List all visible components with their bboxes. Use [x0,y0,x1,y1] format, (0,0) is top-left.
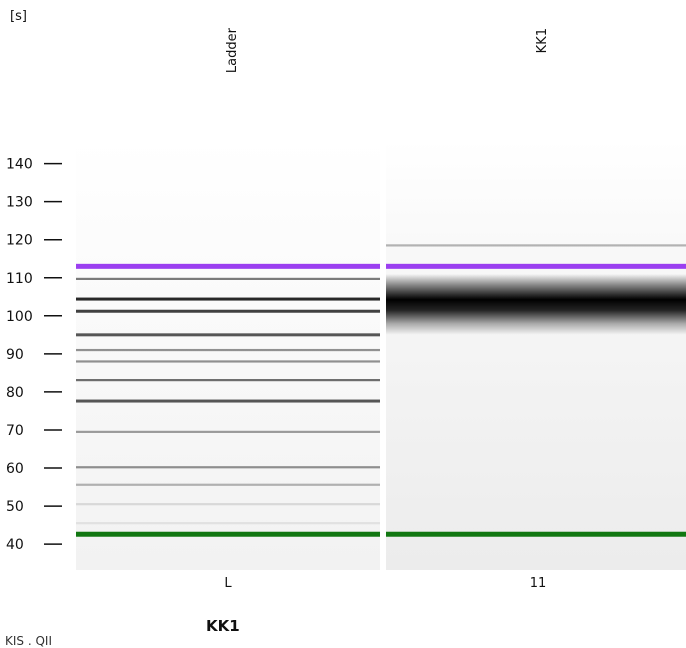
y-unit-label: [s] [10,9,27,24]
caption-fragment: KIS . QII [5,634,52,648]
y-tick-label: 50 [6,499,24,515]
y-tick-label: 130 [6,195,33,211]
y-tick-label: 40 [6,537,24,553]
band [76,503,380,506]
y-tick-label: 60 [6,461,24,477]
y-tick-label: 90 [6,347,24,363]
lane-background-kk1 [386,140,686,570]
sample-title: KK1 [206,617,240,635]
band [76,348,380,352]
y-tick-label: 100 [6,309,33,325]
lanes [76,244,686,537]
y-tick-label: 80 [6,385,24,401]
band [76,277,380,280]
band [76,483,380,486]
marker-band [386,531,686,537]
y-tick-label: 120 [6,233,33,249]
y-tick-label: 70 [6,423,24,439]
well-label-kk1: 11 [530,576,547,591]
band [76,297,380,301]
well-label-ladder: L [224,576,232,591]
band [76,430,380,433]
lane-label-ladder: Ladder [225,27,240,73]
y-tick-label: 140 [6,157,33,173]
marker-band [76,531,380,537]
band [76,309,380,313]
lane-label-kk1: KK1 [535,28,550,53]
band-smear [386,273,686,335]
y-tick-label: 110 [6,271,33,287]
band [76,379,380,382]
marker-band [386,263,686,269]
band [76,399,380,403]
lane-background-ladder [76,140,380,570]
band [76,333,380,337]
band [76,466,380,469]
marker-band [76,263,380,269]
y-axis: 40 50 60 70 80 90 100 110 120 130 140 [6,157,62,553]
band [386,244,686,247]
band [76,360,380,363]
band [76,522,380,525]
